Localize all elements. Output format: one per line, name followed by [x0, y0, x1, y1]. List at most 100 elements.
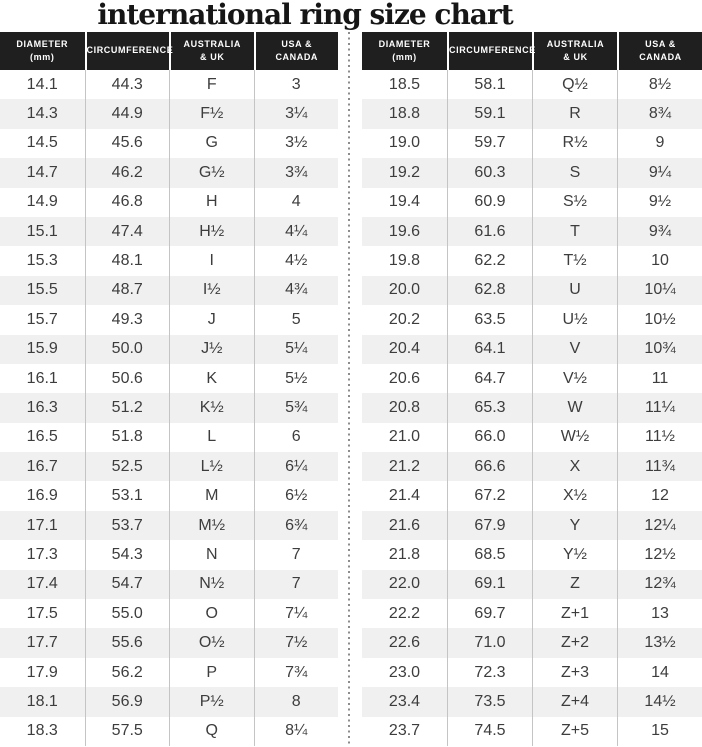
table-row: 20.8 65.3 W 11¼ [362, 393, 702, 423]
table-row: 18.5 58.1 Q½ 8½ [362, 70, 702, 100]
table-row: 16.3 51.2 K½ 5¾ [0, 393, 339, 423]
cell-australia-uk: M½ [169, 510, 254, 541]
cell-circumference: 62.2 [447, 246, 532, 276]
cell-usa-canada: 9¼ [617, 158, 702, 188]
cell-diameter-mm: 21.8 [388, 545, 421, 563]
cell-diameter-mm: 19.4 [388, 193, 421, 211]
cell-diameter-mm: 20.2 [388, 310, 421, 328]
cell-australia-uk: Z+3 [532, 657, 617, 688]
cell-circumference: 59.1 [447, 99, 532, 129]
cell-diameter-mm: 16.3 [26, 398, 58, 416]
table-row: 23.4 73.5 Z+4 14½ [362, 687, 702, 717]
cell-usa-canada: 4¾ [253, 275, 339, 306]
cell-australia-uk: I [169, 246, 254, 276]
cell-diameter-mm: 16.9 [26, 487, 58, 505]
cell-circumference: 51.8 [84, 422, 170, 453]
table-row: 17.1 53.7 M½ 6¾ [0, 510, 338, 541]
column-header: DIAMETER (mm) [362, 32, 447, 70]
cell-circumference: 45.6 [84, 128, 170, 159]
cell-circumference: 44.3 [84, 70, 170, 100]
cell-australia-uk: G [169, 128, 254, 159]
cell-usa-canada: 6½ [253, 481, 339, 511]
table-row: 18.1 56.9 P½ 8 [0, 687, 338, 717]
cell-australia-uk: Z+5 [532, 716, 617, 746]
cell-circumference: 48.1 [84, 246, 170, 276]
table-row: 17.3 54.3 N 7 [0, 540, 339, 570]
cell-usa-canada: 9¾ [617, 216, 702, 247]
cell-circumference: 53.1 [84, 481, 170, 511]
table-row: 15.7 49.3 J 5 [0, 305, 339, 335]
table-row: 14.9 46.8 H 4 [0, 187, 338, 217]
cell-diameter-mm: 14.5 [26, 134, 58, 152]
table-row: 22.2 69.7 Z+1 13 [362, 599, 702, 629]
cell-australia-uk: F [169, 70, 254, 100]
cell-diameter-mm: 15.5 [26, 281, 58, 299]
cell-usa-canada: 6¼ [253, 452, 339, 482]
cell-diameter-mm: 18.1 [26, 692, 58, 710]
cell-usa-canada: 14½ [617, 687, 702, 717]
table-row: 19.0 59.7 R½ 9 [362, 128, 702, 159]
cell-australia-uk: X½ [532, 481, 617, 511]
cell-circumference: 46.2 [84, 158, 170, 188]
cell-usa-canada: 11¼ [617, 393, 702, 423]
cell-circumference: 52.5 [84, 452, 170, 482]
cell-usa-canada: 10¼ [617, 275, 702, 306]
cell-circumference: 64.7 [447, 363, 532, 394]
cell-circumference: 60.9 [447, 187, 532, 217]
column-header: USA & CANADA [253, 32, 338, 70]
table-row: 15.5 48.7 I½ 4¾ [0, 275, 339, 306]
cell-usa-canada: 5 [253, 305, 339, 335]
cell-usa-canada: 11 [617, 363, 702, 394]
table-row: 17.7 55.6 O½ 7½ [0, 628, 338, 658]
cell-circumference: 62.8 [447, 275, 532, 306]
cell-usa-canada: 9 [617, 128, 702, 159]
cell-diameter-mm: 20.0 [388, 281, 421, 299]
cell-diameter-mm: 22.0 [388, 575, 421, 593]
cell-australia-uk: W [532, 393, 617, 423]
cell-australia-uk: Z [532, 569, 617, 600]
cell-usa-canada: 8¼ [253, 716, 339, 746]
cell-circumference: 69.7 [447, 599, 532, 629]
cell-diameter-mm: 22.6 [388, 634, 421, 652]
table-row: 21.6 67.9 Y 12¼ [362, 510, 702, 541]
cell-diameter-mm: 15.9 [26, 340, 58, 358]
table-row: 20.2 63.5 U½ 10½ [362, 305, 702, 335]
table-row: 20.4 64.1 V 10¾ [362, 334, 702, 364]
cell-australia-uk: J [169, 305, 254, 335]
cell-usa-canada: 7¼ [253, 599, 339, 629]
table-row: 19.8 62.2 T½ 10 [362, 246, 702, 276]
cell-diameter-mm: 20.6 [388, 369, 421, 387]
cell-circumference: 59.7 [447, 128, 532, 159]
cell-diameter-mm: 19.2 [388, 163, 421, 181]
cell-circumference: 48.7 [84, 275, 170, 306]
cell-diameter-mm: 16.1 [26, 369, 58, 387]
cell-circumference: 57.5 [84, 716, 170, 746]
cell-usa-canada: 5¾ [253, 393, 339, 423]
header-row: DIAMETER (mm) CIRCUMFERENCE AUSTRALIA & UK… [0, 32, 338, 70]
cell-australia-uk: L½ [169, 452, 254, 482]
cell-diameter-mm: 23.0 [388, 663, 421, 681]
table-row: 18.8 59.1 R 8¾ [362, 99, 702, 129]
cell-usa-canada: 13½ [617, 628, 702, 658]
cell-circumference: 68.5 [447, 540, 532, 570]
cell-usa-canada: 7¾ [253, 657, 339, 688]
cell-circumference: 66.0 [447, 422, 532, 453]
cell-usa-canada: 3¼ [253, 99, 339, 129]
cell-usa-canada: 7 [253, 569, 339, 600]
cell-usa-canada: 7 [253, 540, 339, 570]
cell-circumference: 50.0 [84, 334, 170, 364]
table-row: 21.4 67.2 X½ 12 [362, 481, 702, 511]
cell-diameter-mm: 23.4 [388, 692, 421, 710]
cell-australia-uk: N½ [169, 569, 254, 600]
cell-diameter-mm: 17.4 [26, 575, 58, 593]
column-header: AUSTRALIA & UK [169, 32, 254, 70]
table-row: 19.2 60.3 S 9¼ [362, 158, 702, 188]
cell-diameter-mm: 14.7 [26, 163, 58, 181]
cell-usa-canada: 14 [617, 657, 702, 688]
cell-diameter-mm: 22.2 [388, 604, 421, 622]
cell-usa-canada: 12¾ [617, 569, 702, 600]
cell-australia-uk: O [169, 599, 254, 629]
cell-australia-uk: V½ [532, 363, 617, 394]
cell-usa-canada: 3¾ [253, 158, 339, 188]
